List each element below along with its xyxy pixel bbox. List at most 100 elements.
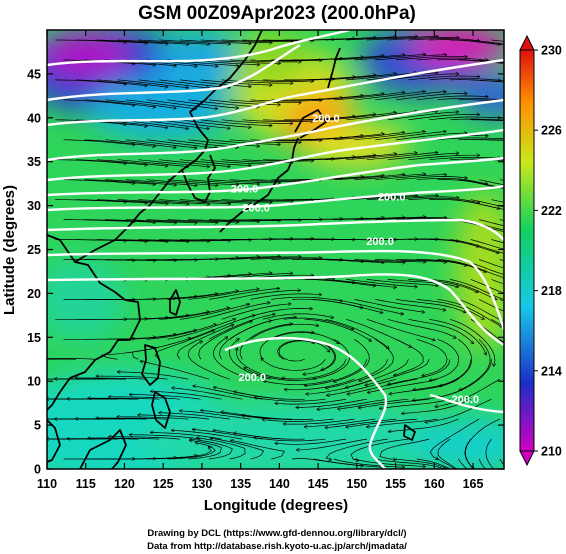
streamline bbox=[354, 91, 425, 101]
streamline bbox=[292, 136, 363, 141]
coastlines bbox=[47, 30, 416, 469]
streamline bbox=[416, 96, 488, 101]
streamline bbox=[167, 219, 239, 223]
contour-label: 200.0 bbox=[242, 203, 270, 215]
streamline bbox=[179, 79, 251, 87]
streamline bbox=[167, 139, 239, 148]
streamline bbox=[146, 294, 218, 300]
streamline bbox=[395, 458, 449, 469]
y-tick-label: 5 bbox=[34, 419, 41, 433]
streamline bbox=[167, 99, 239, 108]
streamline bbox=[491, 199, 504, 203]
streamline bbox=[200, 199, 272, 203]
streamline bbox=[429, 318, 486, 355]
streamline bbox=[408, 279, 477, 292]
streamline bbox=[437, 299, 503, 326]
streamline bbox=[485, 438, 495, 469]
streamline bbox=[325, 154, 396, 161]
streamline bbox=[176, 325, 234, 360]
streamline bbox=[333, 132, 405, 141]
streamline bbox=[263, 378, 334, 386]
streamline bbox=[208, 220, 280, 221]
streamline bbox=[325, 318, 389, 348]
streamline bbox=[179, 159, 251, 166]
coast-luzon bbox=[141, 344, 161, 386]
streamline bbox=[159, 199, 230, 204]
colorbar-tick-label: 222 bbox=[541, 204, 562, 218]
streamline bbox=[437, 259, 504, 279]
streamline bbox=[449, 199, 504, 210]
colorbar-tick-label: 230 bbox=[541, 44, 562, 58]
x-axis-label: Longitude (degrees) bbox=[204, 497, 348, 514]
streamline bbox=[387, 318, 456, 338]
streamline bbox=[208, 59, 280, 64]
x-tick-label: 140 bbox=[269, 477, 290, 491]
streamline bbox=[479, 139, 504, 141]
streamline bbox=[366, 152, 438, 161]
x-tick-label: 160 bbox=[424, 477, 445, 491]
streamline bbox=[229, 257, 301, 260]
streamline bbox=[179, 304, 250, 320]
streamline bbox=[437, 458, 456, 469]
streamline bbox=[437, 97, 504, 101]
streamline bbox=[491, 119, 504, 121]
streamline bbox=[304, 114, 376, 121]
streamline bbox=[201, 410, 272, 420]
colorbar-tick-label: 210 bbox=[541, 445, 562, 459]
streamline bbox=[63, 99, 135, 106]
streamline bbox=[96, 239, 168, 242]
streamline bbox=[285, 378, 355, 390]
y-tick-label: 20 bbox=[27, 287, 41, 301]
streamline bbox=[366, 318, 435, 340]
coast-mindanao bbox=[151, 391, 171, 429]
streamline bbox=[229, 290, 300, 300]
streamline bbox=[84, 219, 155, 223]
streamline bbox=[105, 179, 176, 185]
streamline bbox=[188, 99, 259, 107]
streamline bbox=[138, 312, 209, 320]
streamline bbox=[188, 289, 258, 300]
credit-drawing: Drawing by DCL (https://www.gfd-dennou.o… bbox=[147, 528, 406, 539]
streamline bbox=[242, 160, 313, 162]
streamline bbox=[212, 337, 251, 380]
streamline bbox=[499, 458, 504, 466]
streamline bbox=[395, 177, 467, 181]
streamline bbox=[429, 77, 500, 80]
streamline bbox=[208, 99, 280, 105]
streamline bbox=[193, 386, 264, 400]
streamline bbox=[138, 415, 210, 420]
streamline bbox=[395, 56, 467, 61]
streamline bbox=[317, 398, 388, 409]
coast-sakhalin bbox=[327, 47, 341, 89]
streamline bbox=[271, 259, 342, 260]
colorbar-top-arrow bbox=[519, 34, 535, 51]
streamline bbox=[146, 99, 218, 109]
streamline bbox=[131, 338, 190, 360]
streamline bbox=[470, 79, 504, 83]
streamline bbox=[366, 279, 438, 285]
streamline bbox=[312, 134, 384, 141]
colorbar-tick-label: 214 bbox=[541, 364, 562, 378]
streamline bbox=[208, 314, 275, 340]
y-tick-label: 25 bbox=[27, 243, 41, 257]
streamline bbox=[429, 418, 480, 459]
streamline bbox=[365, 359, 430, 385]
streamline bbox=[346, 195, 417, 200]
streamline bbox=[375, 55, 446, 61]
streamline bbox=[327, 378, 397, 395]
streamline bbox=[333, 259, 405, 263]
colorbar: 210 214 218 222 226 230 bbox=[519, 34, 562, 467]
streamline bbox=[395, 93, 467, 101]
streamline bbox=[346, 73, 417, 81]
streamline bbox=[221, 199, 293, 202]
streamline bbox=[479, 179, 504, 186]
streamline bbox=[231, 440, 285, 460]
streamline bbox=[250, 258, 322, 260]
streamline bbox=[234, 392, 305, 400]
streamline bbox=[499, 339, 504, 344]
streamline bbox=[491, 279, 504, 285]
streamline bbox=[172, 430, 243, 440]
streamline bbox=[138, 239, 209, 242]
streamline bbox=[338, 398, 409, 409]
